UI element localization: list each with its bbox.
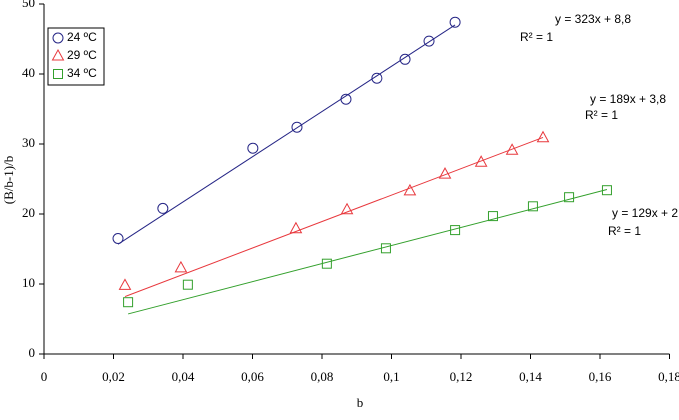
point [371, 72, 383, 84]
point [289, 221, 303, 234]
x-tick-label: 0,1 [383, 369, 399, 384]
point [118, 278, 132, 290]
legend-label: 34 ºC [67, 66, 97, 80]
x-tick-label: 0,16 [589, 369, 612, 384]
point [564, 192, 575, 203]
y-tick-label: 10 [22, 275, 35, 290]
point [601, 185, 612, 196]
point [474, 155, 488, 167]
point [536, 130, 550, 143]
point [505, 143, 519, 155]
y-axis-label: (B/b-1)/b [1, 156, 16, 204]
point [399, 53, 411, 65]
y-tick-label: 0 [29, 345, 36, 360]
point [449, 16, 461, 28]
x-tick-label: 0,18 [658, 369, 679, 384]
point [123, 297, 134, 308]
point [291, 121, 303, 133]
point [380, 243, 391, 254]
point [438, 167, 452, 179]
x-tick-label: 0,06 [241, 369, 264, 384]
x-tick-label: 0,14 [519, 369, 542, 384]
point [112, 233, 124, 244]
y-tick-label: 20 [22, 205, 35, 220]
y-tick-label: 40 [22, 65, 35, 80]
trend-equation: y = 189x + 3,8 [590, 92, 666, 106]
legend-label: 24 ºC [67, 30, 97, 44]
point [450, 225, 461, 236]
trend-line [117, 24, 456, 245]
trend-equation: y = 129x + 2,6 [612, 206, 679, 220]
point [247, 142, 259, 154]
legend-marker [51, 48, 65, 61]
x-tick-label: 0 [41, 369, 48, 384]
trend-line [127, 189, 608, 315]
legend-marker [52, 32, 64, 44]
point [527, 201, 538, 212]
x-tick-label: 0,04 [172, 369, 195, 384]
y-tick-label: 50 [22, 0, 35, 10]
trend-equation: y = 323x + 8,8 [555, 12, 631, 26]
point [182, 279, 193, 290]
point [487, 211, 498, 222]
point [157, 202, 169, 214]
trend-r2: R² = 1 [520, 30, 553, 44]
trend-r2: R² = 1 [608, 224, 641, 238]
trend-line [124, 136, 544, 298]
point [321, 258, 332, 269]
point [423, 35, 435, 47]
point [340, 93, 352, 105]
x-axis-label: b [357, 395, 364, 410]
x-tick-label: 0,08 [311, 369, 334, 384]
point [174, 260, 188, 273]
x-tick-label: 0,12 [450, 369, 473, 384]
trend-r2: R² = 1 [585, 108, 618, 122]
x-tick-label: 0,02 [102, 369, 125, 384]
y-tick-label: 30 [22, 135, 35, 150]
point [403, 183, 417, 196]
legend-box [47, 27, 105, 86]
legend-marker [53, 69, 63, 79]
point [340, 202, 354, 215]
legend-label: 29 ºC [67, 48, 97, 62]
